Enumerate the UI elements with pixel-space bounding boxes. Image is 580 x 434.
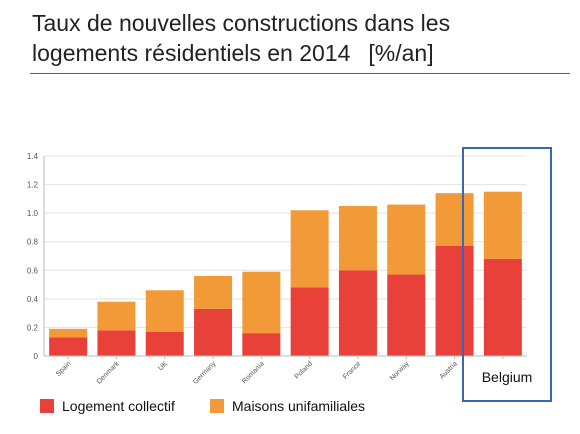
bar-unifamiliales — [435, 193, 474, 246]
bar-layer — [49, 191, 522, 356]
x-tick-label: Germany — [192, 360, 218, 386]
y-tick-label: 0.2 — [27, 323, 39, 332]
bar-unifamiliales — [97, 301, 136, 331]
bar-collectif — [242, 333, 281, 356]
x-tick-label: France — [342, 360, 362, 380]
bar-unifamiliales — [242, 271, 281, 334]
x-tick-label: Romania — [241, 360, 266, 385]
bar-collectif — [483, 258, 522, 356]
x-tick-label: Denmark — [96, 360, 121, 385]
y-tick-label: 1.4 — [27, 152, 39, 161]
title-line-2: logements résidentiels en 2014 [%/an] — [32, 38, 552, 68]
legend-swatch-unifamiliales — [210, 399, 224, 413]
x-tick-label: Spain — [55, 360, 73, 378]
x-tick-label: Norway — [389, 360, 411, 382]
bar-unifamiliales — [145, 290, 184, 332]
legend-swatch-collectif — [40, 399, 54, 413]
bar-unifamiliales — [49, 328, 88, 338]
legend-label-collectif: Logement collectif — [62, 398, 175, 414]
chart-title: Taux de nouvelles constructions dans les… — [32, 8, 552, 68]
y-tick-label: 0 — [34, 352, 39, 361]
y-tick-label: 1.0 — [27, 209, 39, 218]
title-unit: [%/an] — [368, 40, 434, 66]
title-line-2-text: logements résidentiels en 2014 — [32, 40, 351, 66]
title-underline — [30, 73, 570, 74]
belgium-highlight-box — [462, 147, 552, 402]
bar-collectif — [387, 274, 426, 356]
bar-collectif — [97, 330, 136, 356]
bar-collectif — [338, 270, 377, 356]
bar-collectif — [194, 308, 233, 356]
title-line-1: Taux de nouvelles constructions dans les — [32, 10, 451, 36]
x-tick-label: UK — [157, 360, 169, 372]
y-tick-label: 0.8 — [27, 238, 39, 247]
bar-unifamiliales — [194, 276, 233, 309]
x-tick-label: Austria — [439, 360, 459, 380]
bar-collectif — [145, 331, 184, 356]
bar-unifamiliales — [338, 206, 377, 271]
legend-item-unifamiliales: Maisons unifamiliales — [210, 398, 365, 414]
bar-collectif — [49, 337, 88, 356]
bar-collectif — [435, 246, 474, 356]
y-tick-label: 0.4 — [27, 295, 39, 304]
bar-collectif — [290, 287, 329, 356]
legend-label-unifamiliales: Maisons unifamiliales — [232, 398, 366, 414]
legend-item-collectif: Logement collectif — [40, 398, 175, 414]
belgium-highlight-label: Belgium — [482, 369, 533, 385]
bar-unifamiliales — [290, 210, 329, 288]
bar-unifamiliales — [387, 204, 426, 275]
x-tick-label: Poland — [294, 360, 314, 380]
bar-unifamiliales — [483, 191, 522, 259]
y-tick-label: 1.2 — [27, 181, 39, 190]
y-tick-label: 0.6 — [27, 266, 39, 275]
